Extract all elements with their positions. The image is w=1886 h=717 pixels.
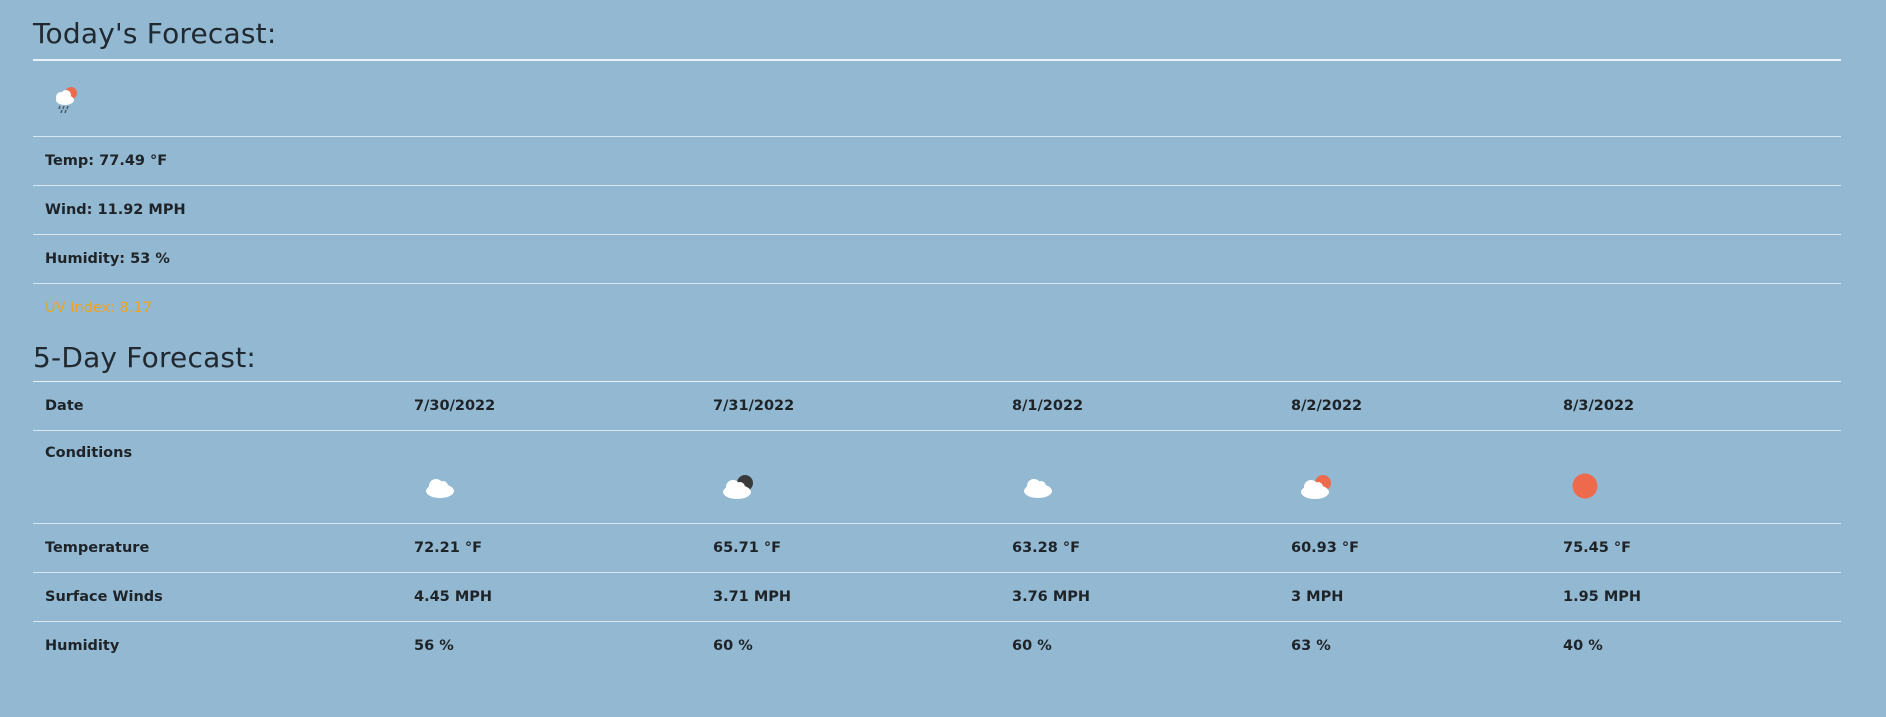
sun-icon <box>1563 471 1841 501</box>
day-humidity: 60 % <box>713 638 753 654</box>
rain-cloud-sun-icon <box>45 81 1841 117</box>
cloud-sun-icon <box>1291 471 1563 501</box>
row-label-humidity: Humidity <box>45 638 120 654</box>
day-condition <box>1291 430 1563 524</box>
today-wind: Wind: 11.92 MPH <box>33 185 1841 235</box>
day-humidity: 40 % <box>1563 638 1603 654</box>
row-label-conditions: Conditions <box>33 430 414 524</box>
day-condition <box>1012 430 1291 524</box>
day-humidity: 63 % <box>1291 638 1331 654</box>
conditions-row: Conditions <box>33 430 1841 524</box>
day-temp: 75.45 °F <box>1563 523 1841 573</box>
cloud-icon <box>1012 471 1291 501</box>
temperature-row: Temperature 72.21 °F 65.71 °F 63.28 °F 6… <box>33 523 1841 573</box>
surface-winds-row: Surface Winds 4.45 MPH 3.71 MPH 3.76 MPH… <box>33 572 1841 622</box>
day-temp: 72.21 °F <box>414 523 713 573</box>
weather-dashboard: Today's Forecast: <box>33 0 1841 670</box>
todays-forecast-table: Temp: 77.49 °F Wind: 11.92 MPH Humidity:… <box>33 61 1841 332</box>
todays-forecast-title: Today's Forecast: <box>33 0 1841 61</box>
day-humidity: 60 % <box>1012 638 1052 654</box>
day-wind: 3 MPH <box>1291 572 1563 622</box>
day-condition <box>414 430 713 524</box>
five-day-forecast-table: Date 7/30/2022 7/31/2022 8/1/2022 8/2/20… <box>33 382 1841 670</box>
cloud-moon-icon <box>713 471 1012 501</box>
day-temp: 63.28 °F <box>1012 523 1291 573</box>
day-condition <box>713 430 1012 524</box>
today-temp: Temp: 77.49 °F <box>33 136 1841 186</box>
today-icon-cell <box>33 61 1841 137</box>
day-wind: 3.71 MPH <box>713 572 1012 622</box>
day-date: 8/3/2022 <box>1563 382 1841 431</box>
row-label-temperature: Temperature <box>33 523 414 573</box>
day-condition <box>1563 430 1841 524</box>
row-label-date: Date <box>33 382 414 431</box>
day-wind: 4.45 MPH <box>414 572 713 622</box>
day-date: 8/2/2022 <box>1291 382 1563 431</box>
five-day-forecast-title: 5-Day Forecast: <box>33 341 1841 382</box>
day-temp: 65.71 °F <box>713 523 1012 573</box>
today-uv-index: UV Index: 8.17 <box>45 300 152 316</box>
row-label-surface-winds: Surface Winds <box>33 572 414 622</box>
day-date: 7/30/2022 <box>414 382 713 431</box>
humidity-row: Humidity 56 % 60 % 60 % 63 % 40 % <box>33 622 1841 671</box>
cloud-icon <box>414 471 713 501</box>
day-temp: 60.93 °F <box>1291 523 1563 573</box>
day-wind: 3.76 MPH <box>1012 572 1291 622</box>
date-row: Date 7/30/2022 7/31/2022 8/1/2022 8/2/20… <box>33 382 1841 431</box>
day-date: 8/1/2022 <box>1012 382 1291 431</box>
day-date: 7/31/2022 <box>713 382 1012 431</box>
day-humidity: 56 % <box>414 638 454 654</box>
today-humidity: Humidity: 53 % <box>33 234 1841 284</box>
day-wind: 1.95 MPH <box>1563 572 1841 622</box>
